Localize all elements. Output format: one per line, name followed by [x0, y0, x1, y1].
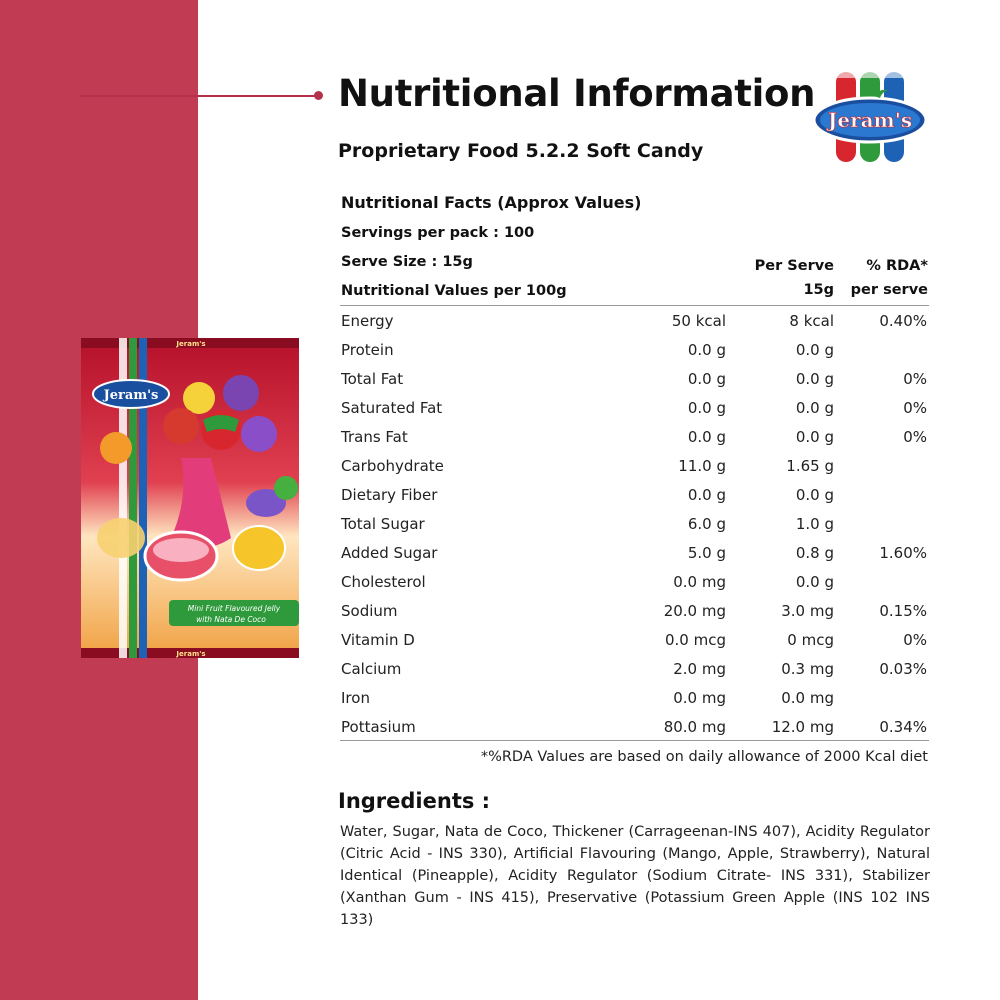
product-pack-image: Jeram's Jeram's Mini Fruit Flavoured Jel…	[81, 338, 299, 658]
logo-text: Jeram's	[826, 108, 912, 132]
value-per-serve: 0 mcg	[787, 631, 834, 649]
nutrient-name: Vitamin D	[341, 631, 415, 649]
nutrient-name: Total Sugar	[341, 515, 425, 533]
value-per-serve: 0.0 g	[795, 573, 834, 591]
nutrient-name: Sodium	[341, 602, 398, 620]
table-header-rule	[340, 305, 929, 306]
table-row: Cholesterol 0.0 mg 0.0 g	[340, 567, 929, 596]
nutrient-name: Saturated Fat	[341, 399, 443, 417]
value-per-serve: 0.0 g	[795, 370, 834, 388]
table-row: Dietary Fiber 0.0 g 0.0 g	[340, 480, 929, 509]
nutrient-name: Protein	[341, 341, 394, 359]
nutrient-name: Added Sugar	[341, 544, 438, 562]
value-per-100g: 20.0 mg	[663, 602, 726, 620]
table-row: Calcium 2.0 mg 0.3 mg 0.03%	[340, 654, 929, 683]
page-title: Nutritional Information	[338, 72, 816, 115]
value-per-100g: 0.0 g	[687, 399, 726, 417]
table-row: Total Sugar 6.0 g 1.0 g	[340, 509, 929, 538]
value-per-100g: 50 kcal	[671, 312, 726, 330]
jerams-logo: Jeram's	[812, 72, 928, 162]
value-rda: 0.34%	[879, 718, 927, 736]
value-per-serve: 0.0 mg	[781, 689, 834, 707]
value-per-serve: 1.0 g	[795, 515, 834, 533]
value-per-100g: 11.0 g	[678, 457, 726, 475]
nutrient-name: Energy	[341, 312, 394, 330]
nutrient-name: Iron	[341, 689, 370, 707]
servings-per-pack: Servings per pack : 100	[341, 225, 535, 241]
col-head-rda-line2: per serve	[850, 282, 928, 298]
value-per-serve: 1.65 g	[786, 457, 834, 475]
table-row: Vitamin D 0.0 mcg 0 mcg 0%	[340, 625, 929, 654]
value-per-100g: 0.0 g	[687, 486, 726, 504]
pack-tagline-2: with Nata De Coco	[196, 615, 266, 624]
nutrient-name: Carbohydrate	[341, 457, 444, 475]
value-rda: 0%	[903, 399, 927, 417]
nutrient-name: Trans Fat	[341, 428, 408, 446]
value-per-serve: 8 kcal	[789, 312, 834, 330]
value-per-serve: 0.0 g	[795, 399, 834, 417]
value-per-100g: 0.0 g	[687, 428, 726, 446]
nutrient-name: Dietary Fiber	[341, 486, 438, 504]
value-per-100g: 0.0 mg	[673, 573, 726, 591]
value-rda: 0%	[903, 370, 927, 388]
pack-bottom-brand: Jeram's	[175, 650, 205, 658]
nutrient-name: Calcium	[341, 660, 402, 678]
ingredients-title: Ingredients :	[338, 789, 491, 813]
value-per-100g: 6.0 g	[687, 515, 726, 533]
value-per-100g: 80.0 mg	[663, 718, 726, 736]
values-per-100g-label: Nutritional Values per 100g	[341, 283, 567, 299]
table-row: Energy 50 kcal 8 kcal 0.40%	[340, 306, 929, 335]
value-per-100g: 0.0 g	[687, 370, 726, 388]
value-rda: 0.40%	[879, 312, 927, 330]
table-row: Carbohydrate 11.0 g 1.65 g	[340, 451, 929, 480]
value-per-100g: 0.0 mg	[673, 689, 726, 707]
col-head-per-serve-line2: 15g	[803, 282, 834, 298]
value-per-serve: 0.0 g	[795, 486, 834, 504]
nutrition-table: Energy 50 kcal 8 kcal 0.40% Protein 0.0 g 0.0…	[340, 306, 929, 741]
value-per-100g: 5.0 g	[687, 544, 726, 562]
value-per-100g: 0.0 g	[687, 341, 726, 359]
value-per-serve: 12.0 mg	[771, 718, 834, 736]
value-rda: 0.15%	[879, 602, 927, 620]
ingredients-text: Water, Sugar, Nata de Coco, Thickener (C…	[340, 824, 930, 928]
page-subtitle: Proprietary Food 5.2.2 Soft Candy	[338, 140, 704, 162]
value-per-serve: 0.8 g	[795, 544, 834, 562]
value-rda: 0%	[903, 631, 927, 649]
nutrient-name: Total Fat	[341, 370, 404, 388]
nutrient-name: Pottasium	[341, 718, 416, 736]
nutrient-name: Cholesterol	[341, 573, 426, 591]
table-row: Added Sugar 5.0 g 0.8 g 1.60%	[340, 538, 929, 567]
value-per-100g: 2.0 mg	[673, 660, 726, 678]
value-per-serve: 3.0 mg	[781, 602, 834, 620]
title-dot	[314, 91, 323, 100]
rda-footnote: *%RDA Values are based on daily allowanc…	[480, 749, 928, 765]
value-per-serve: 0.0 g	[795, 428, 834, 446]
value-per-serve: 0.3 mg	[781, 660, 834, 678]
col-head-per-serve: Per Serve 15g	[730, 254, 834, 302]
value-rda: 1.60%	[879, 544, 927, 562]
pack-brand: Jeram's	[103, 388, 159, 403]
col-head-rda-line1: % RDA*	[866, 258, 928, 274]
value-rda: 0%	[903, 428, 927, 446]
table-row: Sodium 20.0 mg 3.0 mg 0.15%	[340, 596, 929, 625]
pack-top-brand: Jeram's	[175, 340, 205, 348]
serve-size: Serve Size : 15g	[341, 254, 473, 270]
table-row: Protein 0.0 g 0.0 g	[340, 335, 929, 364]
col-head-per-serve-line1: Per Serve	[754, 258, 834, 274]
col-head-rda: % RDA* per serve	[840, 254, 928, 302]
facts-heading: Nutritional Facts (Approx Values)	[341, 193, 642, 212]
value-per-serve: 0.0 g	[795, 341, 834, 359]
table-row: Iron 0.0 mg 0.0 mg	[340, 683, 929, 712]
title-line	[80, 95, 318, 97]
table-row: Total Fat 0.0 g 0.0 g 0%	[340, 364, 929, 393]
value-rda: 0.03%	[879, 660, 927, 678]
pack-tagline-1: Mini Fruit Flavoured Jelly	[188, 604, 281, 613]
table-footer-rule	[340, 740, 929, 741]
value-per-100g: 0.0 mcg	[664, 631, 726, 649]
table-row: Trans Fat 0.0 g 0.0 g 0%	[340, 422, 929, 451]
table-row: Saturated Fat 0.0 g 0.0 g 0%	[340, 393, 929, 422]
table-row: Pottasium 80.0 mg 12.0 mg 0.34%	[340, 712, 929, 741]
